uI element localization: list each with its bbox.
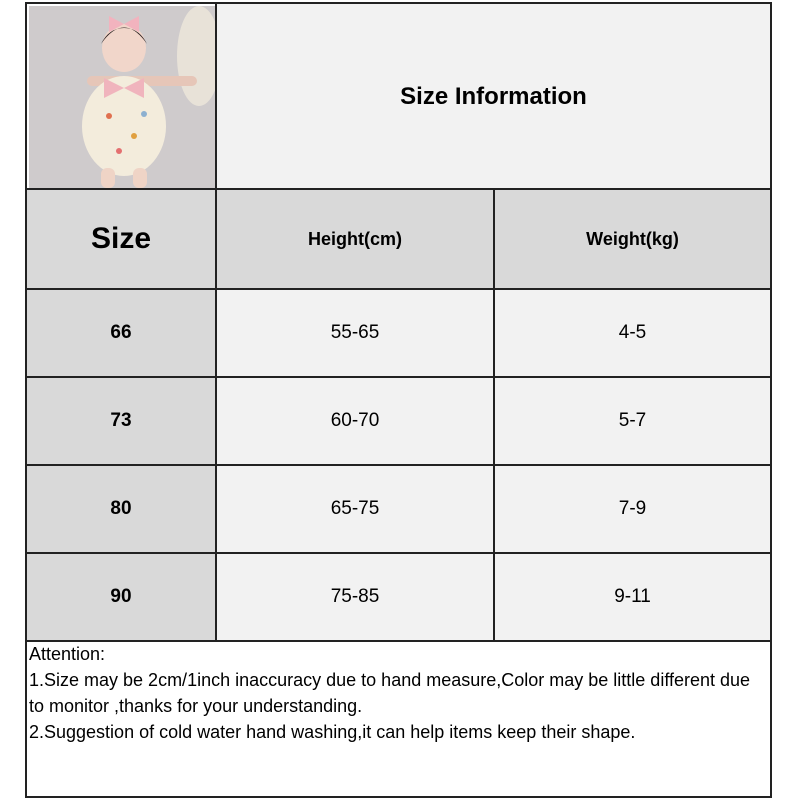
weight-value: 7-9 xyxy=(618,498,647,519)
height-value: 60-70 xyxy=(330,410,380,431)
header-size: Size xyxy=(27,190,215,288)
header-height-label: Height(cm) xyxy=(308,228,402,249)
header-weight: Weight(kg) xyxy=(495,190,770,288)
size-value: 90 xyxy=(110,586,132,607)
table-row-height: 55-65 xyxy=(217,290,493,376)
table-row-weight: 9-11 xyxy=(495,554,770,640)
product-photo-cell xyxy=(27,4,215,190)
weight-value: 4-5 xyxy=(618,322,647,343)
table-row-weight: 5-7 xyxy=(495,378,770,464)
note-item: 1.Size may be 2cm/1inch inaccuracy due t… xyxy=(29,670,751,716)
size-information-title: Size Information xyxy=(400,83,587,110)
height-value: 75-85 xyxy=(330,586,380,607)
table-row-height: 75-85 xyxy=(217,554,493,640)
table-row-size: 90 xyxy=(27,554,215,640)
table-row-size: 66 xyxy=(27,290,215,376)
size-value: 80 xyxy=(110,498,132,519)
table-row-size: 73 xyxy=(27,378,215,464)
height-value: 65-75 xyxy=(330,498,380,519)
product-photo xyxy=(29,6,215,188)
table-row-size: 80 xyxy=(27,466,215,552)
weight-value: 9-11 xyxy=(614,586,651,607)
size-value: 73 xyxy=(110,410,132,431)
size-chart-table: Size Information Size Height(cm) Weight(… xyxy=(25,2,772,798)
size-value: 66 xyxy=(110,322,132,343)
header-size-label: Size xyxy=(90,222,152,255)
height-value: 55-65 xyxy=(330,322,380,343)
table-row-weight: 7-9 xyxy=(495,466,770,552)
header-weight-label: Weight(kg) xyxy=(586,228,679,249)
table-row-height: 65-75 xyxy=(217,466,493,552)
table-row-height: 60-70 xyxy=(217,378,493,464)
title-cell: Size Information xyxy=(217,4,770,190)
header-height: Height(cm) xyxy=(217,190,493,288)
notes-heading: Attention: xyxy=(29,644,106,664)
table-row-weight: 4-5 xyxy=(495,290,770,376)
attention-notes: Attention: 1.Size may be 2cm/1inch inacc… xyxy=(29,641,764,745)
weight-value: 5-7 xyxy=(618,410,647,431)
note-item: 2.Suggestion of cold water hand washing,… xyxy=(29,722,636,742)
